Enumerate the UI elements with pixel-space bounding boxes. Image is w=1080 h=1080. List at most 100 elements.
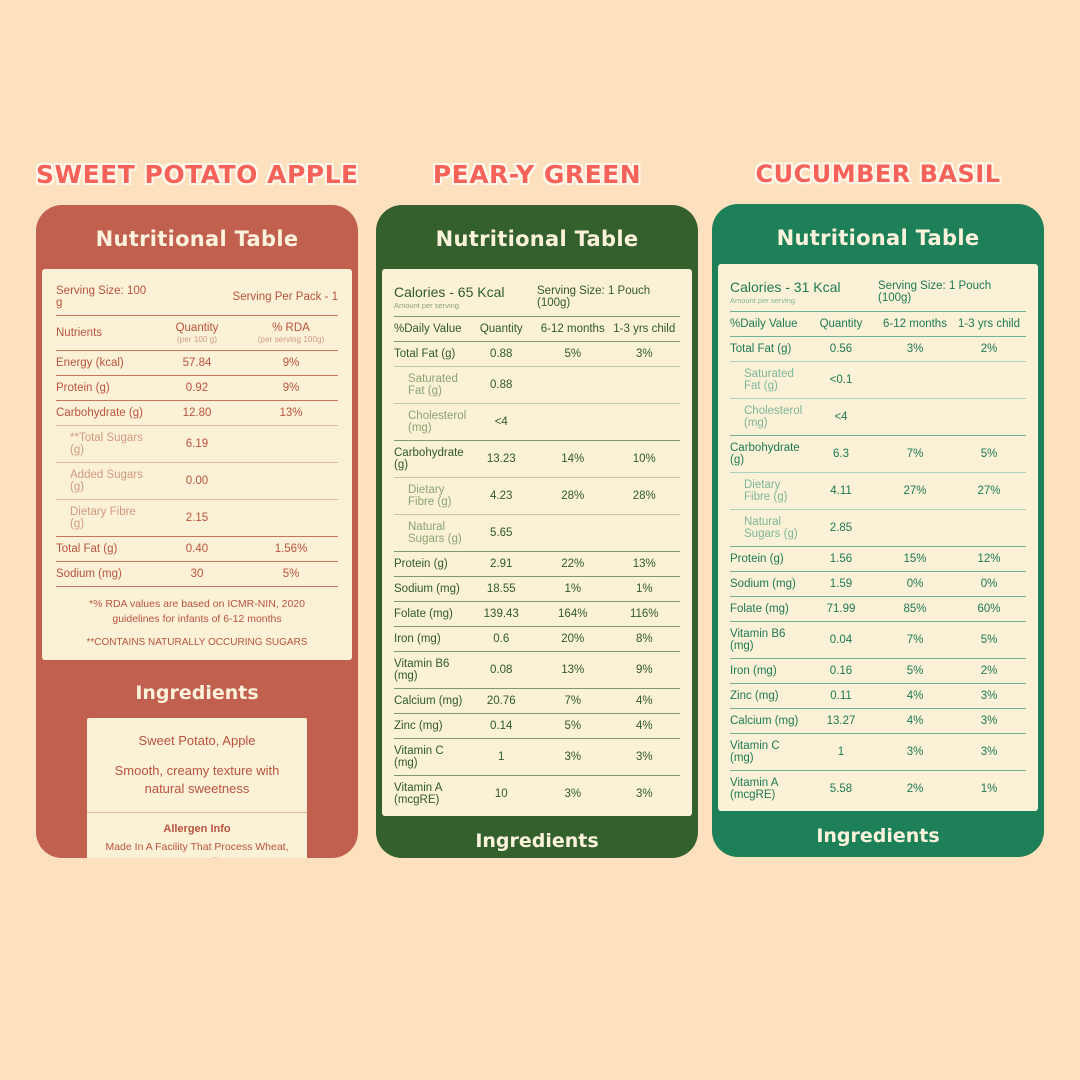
row-label: **Total Sugars (g) (56, 425, 150, 463)
row-months: 20% (537, 626, 609, 652)
row-months (537, 403, 609, 441)
row-rda (244, 462, 338, 500)
row-label: Vitamin B6 (mg) (394, 651, 466, 689)
row-months: 2% (906, 783, 924, 795)
table-row: Vitamin C (mg) 1 3% 3% (730, 733, 1026, 771)
row-months: 1% (537, 576, 609, 602)
row-label: Added Sugars (g) (56, 462, 150, 500)
allergen-text: Made In A Facility That Process Wheat, N… (105, 841, 289, 858)
row-quantity: 20.76 (465, 688, 537, 714)
row-quantity: 0.08 (465, 651, 537, 689)
row-quantity: 18.55 (465, 576, 537, 602)
row-label: Total Fat (g) (56, 536, 150, 562)
table-row: Cholesterol (mg) <4 (730, 398, 1026, 436)
nutrition-panel: Calories - 65 Kcal Amount per serving Se… (382, 269, 692, 816)
row-months (537, 366, 609, 404)
product-title: PEAR-Y GREEN (431, 158, 642, 191)
nutritional-table-heading: Nutritional Table (95, 227, 299, 251)
row-months: 7% (537, 688, 609, 714)
row-rda (244, 499, 338, 537)
calories-block: Calories - 65 Kcal Amount per serving (394, 278, 537, 317)
row-months: 3% (878, 336, 952, 362)
row-months: 5% (537, 713, 609, 739)
serving-info-row: Serving Size: 100 g Serving Per Pack - 1 (56, 279, 338, 316)
row-label: Calcium (mg) (394, 688, 466, 714)
row-quantity: 13.27 (804, 708, 878, 734)
table-row: Energy (kcal) 57.84 9% (56, 350, 338, 376)
calories-row: Calories - 31 Kcal Amount per serving Se… (730, 273, 1026, 312)
row-months: 4% (878, 683, 952, 709)
row-label: Zinc (mg) (730, 683, 804, 709)
row-label: Vitamin A (mcgRE) (394, 782, 442, 806)
row-quantity: 0.04 (804, 621, 878, 659)
nutrition-table: Serving Size: 100 g Serving Per Pack - 1… (56, 279, 338, 587)
ingredients-panel: Sweet Potato, Apple Smooth, creamy textu… (87, 718, 307, 858)
row-label: Iron (mg) (730, 658, 804, 684)
row-child (952, 398, 1026, 436)
row-months: 4% (878, 708, 952, 734)
table-row: Folate (mg) 71.99 85% 60% (730, 596, 1026, 622)
row-months: 13% (537, 651, 609, 689)
ingredients-description: Smooth, creamy texture with natural swee… (114, 762, 280, 797)
row-label: Folate (mg) (394, 601, 466, 627)
row-label: Vitamin C (mg) (730, 733, 804, 771)
row-child: 3% (952, 683, 1026, 709)
row-months (878, 361, 952, 399)
table-row: Vitamin C (mg) 1 3% 3% (394, 738, 680, 776)
row-months: 28% (537, 477, 609, 515)
row-child: 8% (608, 626, 680, 652)
row-months: 85% (878, 596, 952, 622)
row-quantity: 0.6 (465, 626, 537, 652)
row-label: Calcium (mg) (730, 708, 804, 734)
rda-footnote: *% RDA values are based on ICMR-NIN, 202… (89, 598, 305, 626)
row-months (878, 398, 952, 436)
allergen-title: Allergen Info (163, 823, 231, 836)
nutrition-table: Calories - 31 Kcal Amount per serving Se… (730, 273, 1026, 807)
row-quantity: 0.40 (150, 536, 244, 562)
row-label: Vitamin B6 (mg) (730, 621, 804, 659)
row-quantity: 4.11 (804, 472, 878, 510)
product-column-pear-y-green: PEAR-Y GREEN Nutritional Table Calories … (376, 158, 698, 858)
table-row: Carbohydrate (g) 13.23 14% 10% (394, 440, 680, 478)
row-label: Dietary Fibre (g) (394, 477, 466, 515)
row-child: 27% (952, 472, 1026, 510)
row-child: 3% (952, 733, 1026, 771)
row-months: 14% (537, 440, 609, 478)
col-nutrients: Nutrients (56, 315, 150, 351)
table-row: Total Fat (g) 0.40 1.56% (56, 536, 338, 562)
row-child (608, 514, 680, 552)
row-quantity: 12.80 (150, 400, 244, 426)
row-quantity: 0.16 (804, 658, 878, 684)
table-row: Dietary Fibre (g) 2.15 (56, 499, 338, 537)
table-row: Protein (g) 0.92 9% (56, 375, 338, 401)
row-label: Saturated Fat (g) (394, 366, 466, 404)
nutritional-table-heading: Nutritional Table (776, 226, 980, 250)
col-quantity: Quantity (804, 311, 878, 337)
row-quantity: 6.19 (150, 425, 244, 463)
row-quantity: 0.11 (804, 683, 878, 709)
row-months: 0% (878, 571, 952, 597)
col-rda-sub: (per serving 100g) (257, 335, 325, 344)
table-row: Total Fat (g) 0.88 5% 3% (394, 341, 680, 367)
table-row: Zinc (mg) 0.14 5% 4% (394, 713, 680, 739)
row-quantity: 2.15 (150, 499, 244, 537)
row-label: Carbohydrate (g) (56, 400, 150, 426)
row-quantity: <4 (804, 398, 878, 436)
row-months (537, 514, 609, 552)
row-quantity: 1 (804, 733, 878, 771)
row-label: Vitamin A (mcgRE) (730, 777, 778, 801)
table-row: Iron (mg) 0.16 5% 2% (730, 658, 1026, 684)
table-row: Cholesterol (mg) <4 (394, 403, 680, 441)
row-label: Iron (mg) (394, 626, 466, 652)
row-quantity: 0.92 (150, 375, 244, 401)
row-months: 3% (537, 738, 609, 776)
table-row: Folate (mg) 139.43 164% 116% (394, 601, 680, 627)
row-quantity: 1.56 (804, 546, 878, 572)
ingredients-heading: Ingredients (135, 682, 259, 705)
row-child: 13% (608, 551, 680, 577)
row-quantity: 0.14 (465, 713, 537, 739)
row-rda: 13% (244, 400, 338, 426)
calories-sub: Amount per serving (730, 296, 796, 305)
row-quantity: 139.43 (465, 601, 537, 627)
row-rda: 9% (244, 350, 338, 376)
